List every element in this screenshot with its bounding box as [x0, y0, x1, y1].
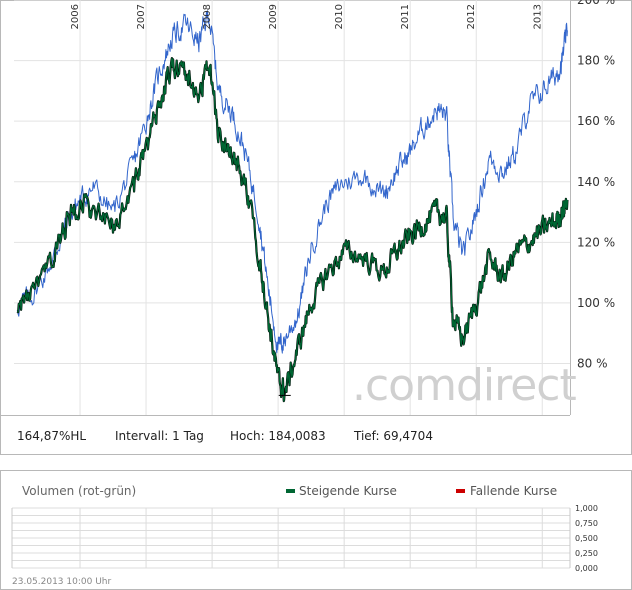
legend-label-falling: Fallende Kurse: [470, 484, 557, 498]
price-chart: .comdirect 2006 2007 2008 2009 2010 2011 2012 2…: [0, 0, 632, 455]
x-tick-label: 2011: [400, 4, 411, 29]
volume-y-tick-label: 0,250: [575, 549, 598, 558]
series-lines: [16, 10, 569, 403]
volume-chart: Volumen (rot-grün) Steigende Kurse Falle…: [0, 470, 632, 590]
volume-y-tick-label: 1,000: [575, 504, 598, 513]
x-tick-label: 2012: [466, 4, 477, 29]
watermark: .comdirect: [352, 360, 576, 411]
stat-low: Tief: 69,4704: [353, 429, 433, 443]
y-tick-label: 180 %: [577, 54, 615, 68]
volume-grid: [11, 507, 571, 569]
volume-title: Volumen (rot-grün): [22, 484, 136, 498]
y-tick-label: 100 %: [577, 296, 615, 310]
series-line-1: [16, 57, 569, 402]
y-tick-label: 160 %: [577, 114, 615, 128]
volume-timestamp: 23.05.2013 10:00 Uhr: [12, 577, 111, 587]
stats-row: 164,87%HL Intervall: 1 Tag Hoch: 184,008…: [17, 429, 433, 443]
volume-y-ticks: 0,000 0,250 0,500 0,750 1,000: [575, 504, 598, 573]
volume-y-tick-label: 0,000: [575, 564, 598, 573]
series-line-0: [16, 10, 568, 354]
volume-legend: Steigende Kurse Fallende Kurse: [286, 484, 557, 498]
y-tick-label: 140 %: [577, 175, 615, 189]
x-tick-label: 2009: [268, 4, 279, 29]
stat-interval: Intervall: 1 Tag: [115, 429, 204, 443]
volume-y-tick-label: 0,500: [575, 534, 598, 543]
legend-swatch-rising: [286, 489, 295, 493]
stat-high: Hoch: 184,0083: [230, 429, 326, 443]
volume-y-tick-label: 0,750: [575, 519, 598, 528]
y-tick-label: 80 %: [577, 357, 608, 371]
stat-last: 164,87%HL: [17, 429, 86, 443]
legend-swatch-falling: [456, 489, 465, 493]
x-tick-label: 2013: [532, 4, 543, 29]
y-tick-label: 120 %: [577, 235, 615, 249]
legend-label-rising: Steigende Kurse: [299, 484, 397, 498]
x-tick-label: 2008: [202, 4, 213, 29]
x-tick-label: 2006: [70, 4, 81, 29]
x-tick-label: 2010: [334, 4, 345, 29]
y-tick-label: 200 %: [577, 0, 615, 7]
x-tick-label: 2007: [136, 4, 147, 29]
plot-frame: [0, 0, 632, 455]
axis-ticks: 2006 2007 2008 2009 2010 2011 2012 2013 80 % 100 …: [70, 0, 615, 371]
